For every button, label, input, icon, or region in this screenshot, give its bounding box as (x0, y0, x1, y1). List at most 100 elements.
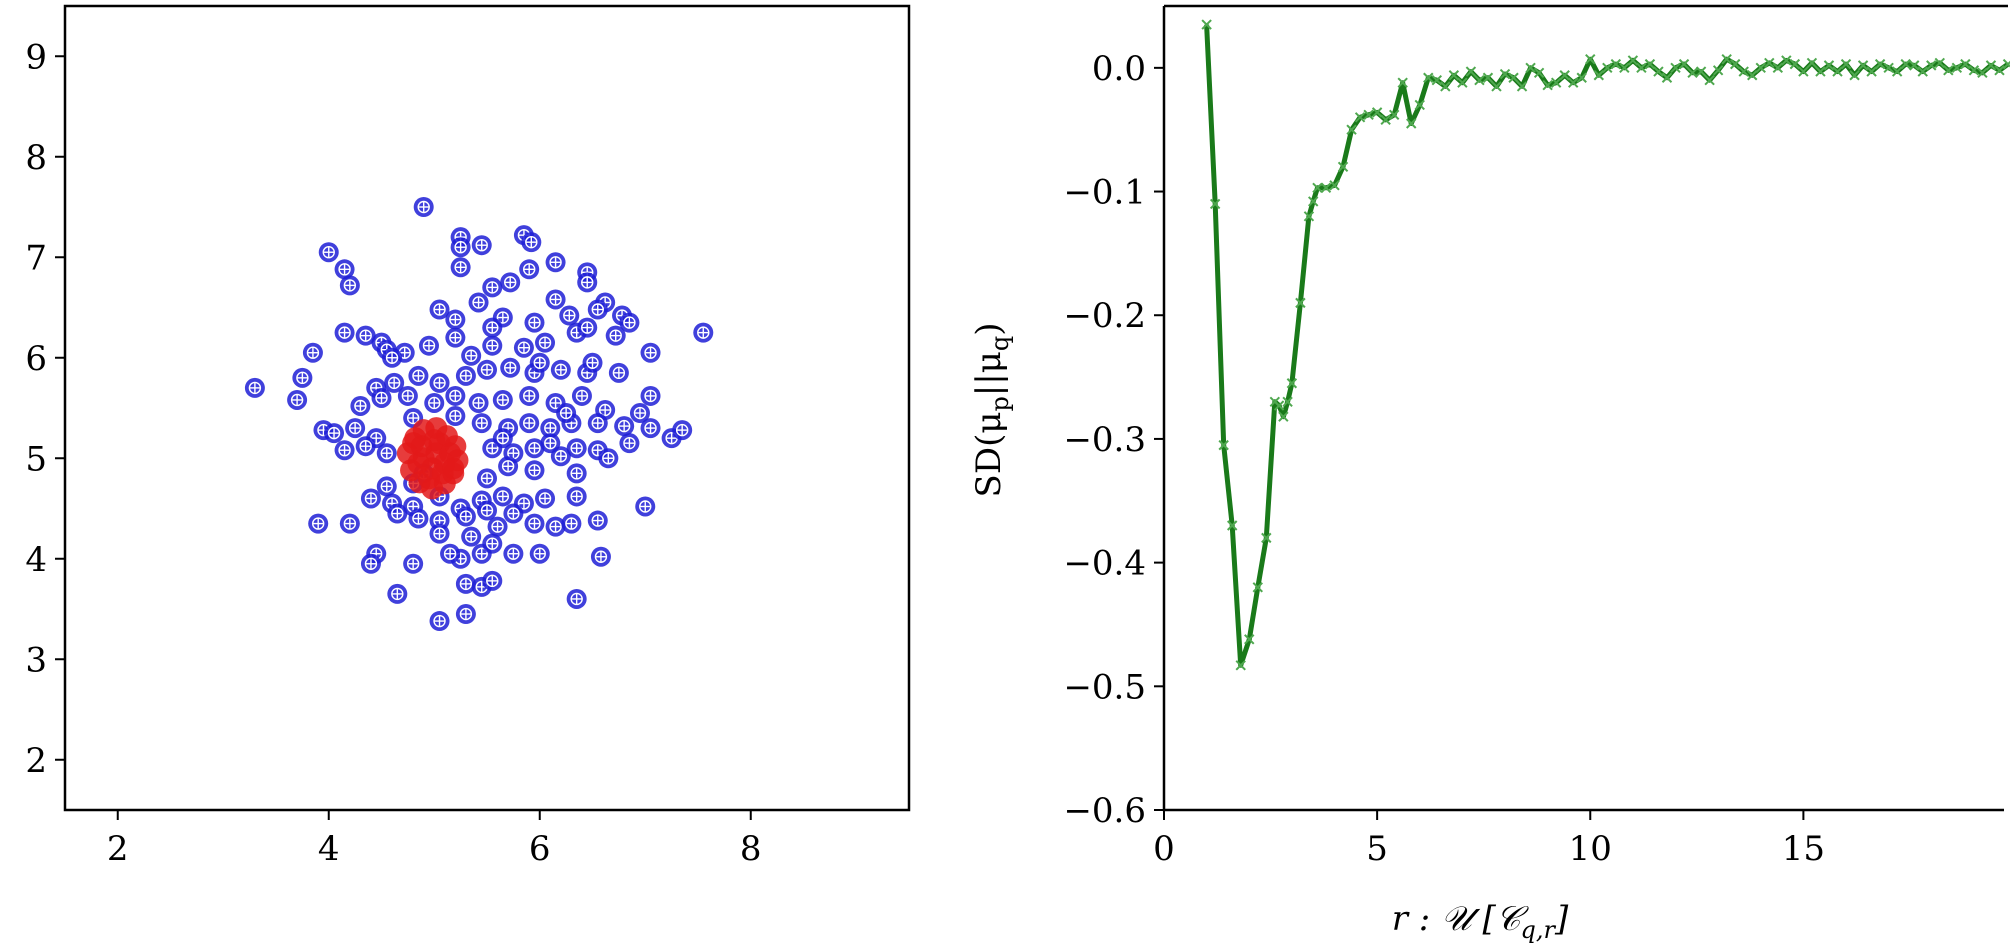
line-point-marker (1273, 400, 1285, 411)
line-point-marker (1883, 62, 1894, 74)
line-point-marker (2002, 58, 2010, 70)
scatter-point-blue (529, 352, 550, 373)
scatter-point-blue (503, 503, 524, 524)
scatter-point-blue (376, 443, 397, 464)
scatter-point-blue (424, 392, 445, 413)
line-point-marker (1440, 81, 1451, 92)
scatter-point-blue (614, 416, 635, 437)
scatter-point-blue (468, 392, 489, 413)
scatter-y-tick-label: 3 (25, 640, 47, 680)
scatter-point-blue (500, 272, 521, 293)
scatter-y-tick-label: 7 (25, 238, 47, 278)
scatter-point-blue (545, 516, 566, 537)
line-point-marker (1644, 58, 1656, 70)
line-point-marker (1670, 62, 1681, 74)
scatter-point-blue (397, 385, 418, 406)
scatter-y-tick-label: 2 (25, 741, 47, 781)
scatter-point-blue (487, 516, 508, 537)
scatter-point-blue (498, 456, 519, 477)
line-point-marker (1550, 77, 1562, 88)
line-point-marker (1465, 66, 1477, 77)
scatter-point-blue (629, 403, 650, 424)
scatter-point-blue (619, 312, 640, 333)
scatter-point-blue (500, 357, 521, 378)
line-point-marker (1346, 124, 1357, 135)
line-point-marker (1653, 66, 1664, 77)
scatter-point-blue (519, 385, 540, 406)
scatter-point-blue (477, 468, 497, 489)
scatter-point-blue (519, 259, 540, 280)
line-point-marker (1371, 107, 1383, 118)
scatter-point-blue (477, 359, 497, 380)
line-y-axis-label: SD(μp||μq) (969, 323, 1014, 498)
line-point-marker (1559, 70, 1570, 81)
line-point-marker (1585, 53, 1596, 65)
scatter-y-tick-label: 9 (25, 37, 47, 77)
line-point-marker (1278, 411, 1289, 422)
scatter-point-blue (429, 523, 450, 544)
scatter-point-blue (535, 488, 556, 509)
line-point-marker (1806, 57, 1818, 69)
scatter-point-blue (345, 418, 366, 439)
line-point-marker (1738, 66, 1749, 77)
scatter-point-blue (545, 289, 566, 310)
line-point-marker (1636, 62, 1647, 74)
scatter-point-blue (529, 543, 550, 564)
line-point-marker (1307, 196, 1319, 207)
scatter-point-blue (566, 486, 587, 507)
line-point-marker (1917, 66, 1928, 77)
line-point-marker (1354, 112, 1366, 123)
line-ticks: 0 5 10 15 0.0 −0.1 −0.2 −0.3 −0.4 −0.5 −0.6 (1063, 49, 1825, 869)
line-y-tick-label: −0.5 (1063, 667, 1146, 707)
line-point-marker (1823, 60, 1835, 71)
line-point-marker (1610, 58, 1622, 70)
scatter-point-blue (471, 235, 492, 256)
scatter-point-blue (503, 543, 524, 564)
scatter-point-blue (672, 420, 693, 441)
scatter-point-red (402, 432, 425, 455)
line-point-marker (1431, 75, 1443, 86)
scatter-point-blue (461, 345, 482, 366)
line-point-marker (1712, 65, 1724, 76)
line-point-marker (1525, 62, 1536, 74)
line-point-marker (1849, 70, 1860, 81)
scatter-point-blue (550, 359, 571, 380)
scatter-point-blue (429, 611, 450, 632)
line-point-marker (1747, 70, 1758, 81)
scatter-point-blue (524, 312, 545, 333)
line-point-marker (1406, 118, 1417, 129)
line-point-marker (1261, 532, 1272, 544)
line-point-marker (1815, 66, 1826, 77)
line-point-marker (1576, 72, 1587, 83)
scatter-point-blue (418, 335, 439, 356)
line-y-tick-label: −0.1 (1063, 173, 1146, 213)
scatter-point-blue (445, 309, 466, 330)
line-y-tick-label: −0.2 (1063, 296, 1146, 336)
line-point-marker (1542, 79, 1553, 91)
scatter-point-blue (545, 252, 566, 273)
line-axes-frame (1162, 6, 2004, 812)
scatter-point-blue (577, 317, 598, 338)
line-point-marker (1960, 58, 1971, 70)
line-point-marker (1840, 58, 1852, 70)
line-point-marker (1729, 58, 1741, 70)
scatter-point-blue (244, 377, 265, 398)
line-point-marker (1533, 67, 1545, 79)
line-point-marker (1627, 55, 1639, 66)
scatter-point-blue (482, 317, 503, 338)
scatter-point-blue (376, 476, 397, 497)
scatter-point-blue (559, 305, 580, 326)
line-point-marker (1423, 72, 1434, 83)
line-point-marker (1798, 66, 1809, 77)
line-point-marker (1226, 520, 1238, 531)
line-point-marker (1832, 66, 1843, 77)
line-y-tick-label: −0.6 (1063, 791, 1146, 831)
scatter-point-blue (350, 395, 371, 416)
line-point-marker (1951, 62, 1963, 74)
line-series (1201, 19, 2010, 671)
scatter-point-blue (339, 513, 360, 534)
scatter-point-blue (445, 385, 466, 406)
scatter-point-blue (608, 362, 629, 383)
scatter-point-blue (360, 488, 381, 509)
